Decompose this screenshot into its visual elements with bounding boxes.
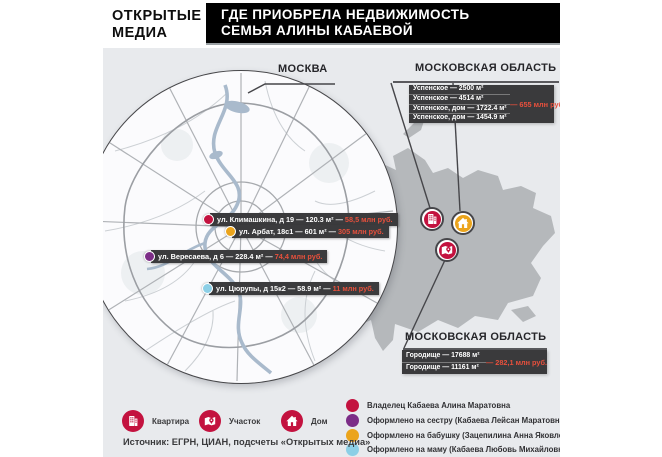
source-note: Источник: ЕГРН, ЦИАН, подсчеты «Открытых… [123, 437, 371, 447]
plot-icon [438, 241, 456, 259]
owner-legend-item: Оформлено на бабушку (Зацепилина Анна Як… [346, 428, 560, 442]
property-price: 58,5 млн руб. [344, 215, 393, 224]
property-label: ул. Вересаева, д 6 — 228.4 м² — 74,4 млн… [144, 250, 328, 263]
owner-legend-item: Оформлено на маму (Кабаева Любовь Михайл… [346, 442, 560, 456]
owner-dot [203, 214, 214, 225]
property-text: ул. Вересаева, д 6 — 228.4 м² — [158, 252, 275, 261]
table-row: Городище — 11161 м² [406, 363, 479, 371]
house-icon [281, 410, 303, 432]
property-price: 11 млн руб. [332, 284, 374, 293]
table-row: Успенское, дом — 1454.9 м² [413, 114, 507, 122]
brand-logo: ОТКРЫТЫЕ МЕДИА [112, 8, 202, 42]
legend-label: Участок [229, 416, 261, 426]
owner-dot [144, 251, 155, 262]
property-label: ул. Цюрупы, д 15к2 — 58.9 м² — 11 млн ру… [202, 282, 379, 295]
owner-dot [225, 226, 236, 237]
owner-dot [346, 442, 359, 456]
region-bottom-price: — 282,1 млн руб. [485, 357, 547, 367]
property-text: ул. Арбат, 18с1 — 601 м² — [239, 227, 338, 236]
region-bottom-heading: МОСКОВСКАЯ ОБЛАСТЬ [405, 331, 547, 343]
owner-dot [346, 428, 359, 442]
plot-icon [199, 410, 221, 432]
city-roads-art [103, 73, 394, 382]
title-line1: ГДЕ ПРИОБРЕЛА НЕДВИЖИМОСТЬ [221, 6, 470, 22]
map-panel: МОСКВА МОСКОВСКАЯ ОБЛАСТЬ МОСКОВСКАЯ ОБЛ… [103, 48, 560, 457]
property-label: ул. Климашкина, д 19 — 120.3 м² — 58,5 м… [203, 213, 398, 226]
marker-house [451, 211, 475, 235]
property-label: ул. Арбат, 18с1 — 601 м² — 305 млн руб. [225, 225, 389, 238]
owner-label: Оформлено на бабушку (Зацепилина Анна Як… [367, 430, 560, 440]
apartment-icon [122, 410, 144, 432]
owner-dot [202, 283, 213, 294]
owner-dot [346, 398, 359, 412]
brand-line2: МЕДИА [112, 25, 168, 41]
owner-legend-item: Оформлено на сестру (Кабаева Лейсан Мара… [346, 413, 560, 427]
marker-plot [435, 238, 459, 262]
region-top-table: Успенское — 2500 м² Успенское — 4514 м² … [409, 85, 560, 123]
apartment-icon [423, 210, 441, 228]
property-text: ул. Климашкина, д 19 — 120.3 м² — [217, 215, 345, 224]
owner-legend-item: Владелец Кабаева Алина Маратовна [346, 398, 510, 412]
region-top-price: — 655 млн руб. [510, 99, 560, 109]
legend-label: Квартира [152, 416, 190, 426]
owner-label: Оформлено на маму (Кабаева Любовь Михайл… [367, 444, 560, 454]
property-price: 305 млн руб. [338, 227, 384, 236]
property-text: ул. Цюрупы, д 15к2 — 58.9 м² — [216, 284, 333, 293]
legend-plot: Участок [199, 410, 260, 432]
moscow-label: МОСКВА [278, 63, 328, 75]
region-top-heading: МОСКОВСКАЯ ОБЛАСТЬ [415, 62, 557, 74]
table-row: Городище — 17688 м² [402, 351, 486, 363]
table-row: Успенское — 2500 м² [409, 85, 510, 95]
owner-label: Владелец Кабаева Алина Маратовна [367, 400, 511, 410]
marker-apartment [420, 207, 444, 231]
title-line2: СЕМЬЯ АЛИНЫ КАБАЕВОЙ [221, 23, 413, 38]
owner-dot [346, 413, 359, 427]
table-row: Успенское — 4514 м² [409, 95, 510, 105]
house-icon [454, 214, 472, 232]
page-title: ГДЕ ПРИОБРЕЛА НЕДВИЖИМОСТЬ СЕМЬЯ АЛИНЫ К… [206, 3, 560, 45]
leader-lines [247, 81, 559, 350]
region-bottom-table: Городище — 17688 м² Городище — 11161 м² … [402, 350, 547, 374]
property-price: 74,4 млн руб. [274, 252, 323, 261]
legend-label: Дом [311, 416, 328, 426]
legend-house: Дом [281, 410, 328, 432]
owner-label: Оформлено на сестру (Кабаева Лейсан Мара… [367, 415, 560, 425]
brand-line1: ОТКРЫТЫЕ [112, 8, 202, 24]
legend-apartment: Квартира [122, 410, 189, 432]
table-row: Успенское, дом — 1722.4 м² [409, 105, 510, 115]
